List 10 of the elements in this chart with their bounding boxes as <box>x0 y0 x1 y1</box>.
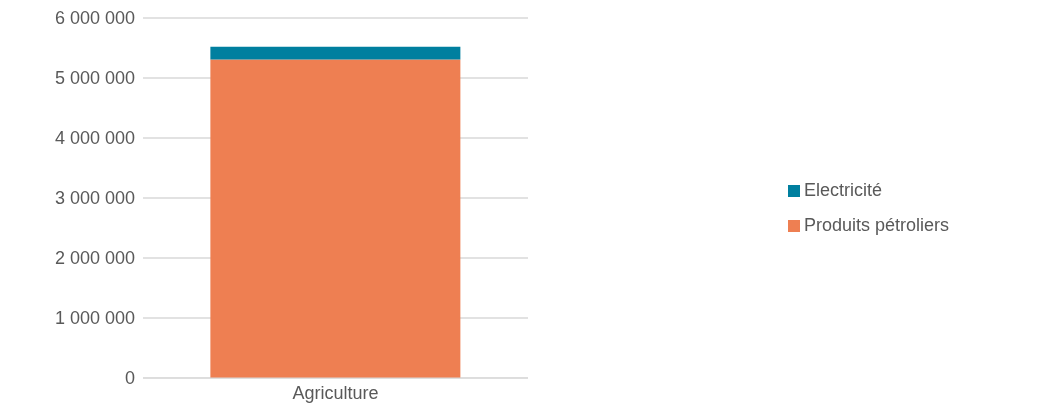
y-tick-label: 3 000 000 <box>54 188 135 209</box>
legend-label: Produits pétroliers <box>804 215 950 236</box>
y-tick-label: 2 000 000 <box>54 248 135 269</box>
y-tick-label: 1 000 000 <box>54 308 135 329</box>
x-tick-label: Agriculture <box>292 382 379 403</box>
legend-label: Electricité <box>804 180 883 201</box>
y-tick-label: 6 000 000 <box>54 8 135 29</box>
y-tick-label: 4 000 000 <box>54 128 135 149</box>
y-tick-label: 0 <box>124 368 135 389</box>
y-tick-label: 5 000 000 <box>54 68 135 89</box>
